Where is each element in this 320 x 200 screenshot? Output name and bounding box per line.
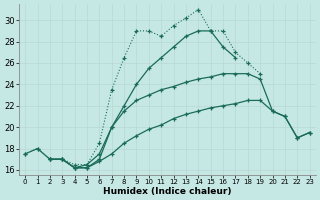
X-axis label: Humidex (Indice chaleur): Humidex (Indice chaleur) bbox=[103, 187, 232, 196]
